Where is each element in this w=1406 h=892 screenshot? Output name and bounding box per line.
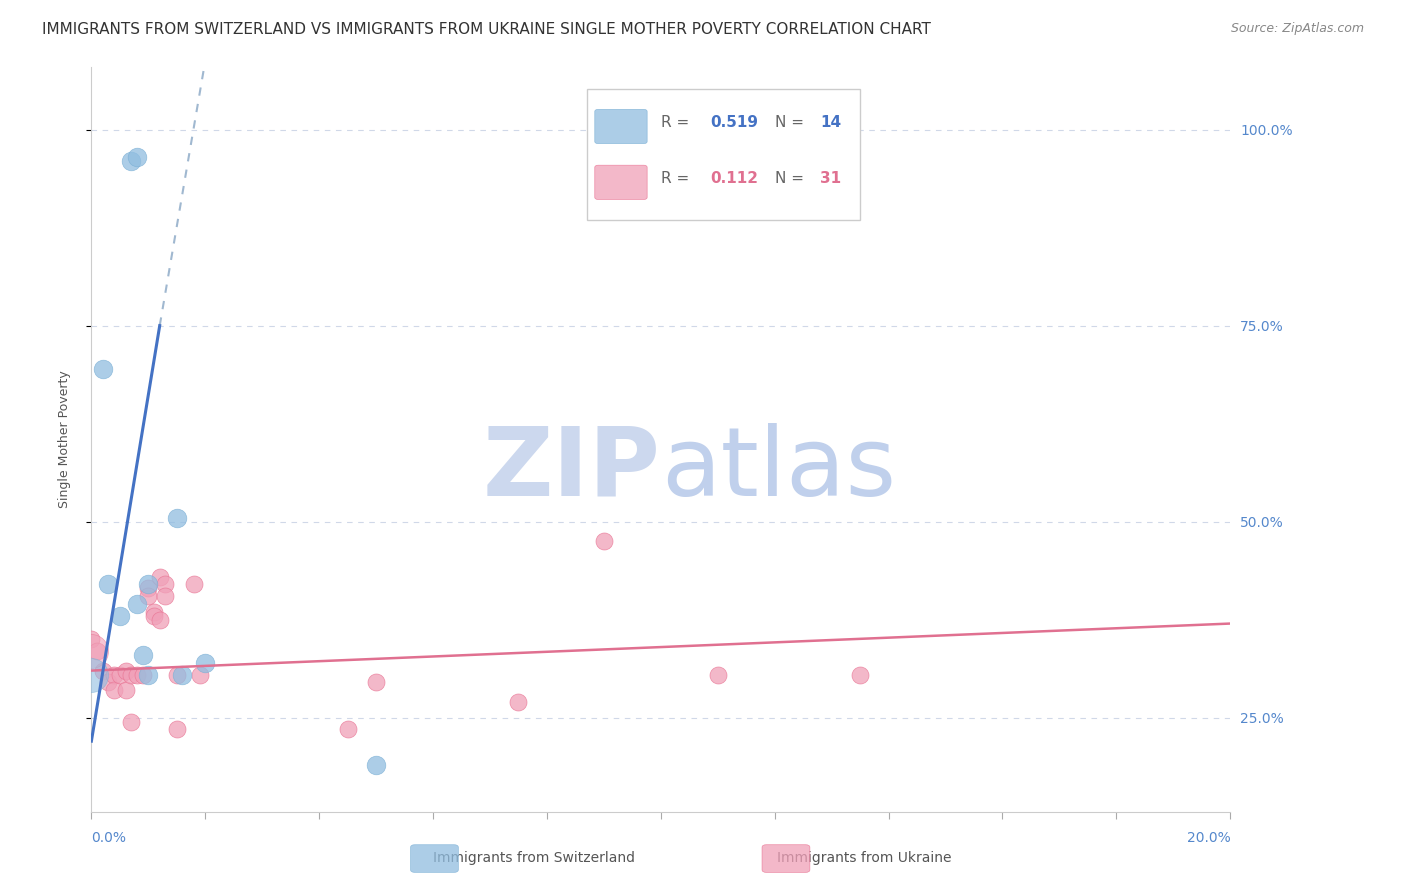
Point [97, 577, 120, 591]
Point [155, 589, 177, 603]
Text: 0.519: 0.519 [710, 115, 758, 130]
Point [194, 656, 217, 670]
Point [336, 723, 359, 737]
Text: ZIP: ZIP [482, 423, 661, 516]
Point [155, 577, 177, 591]
Point [91, 361, 114, 376]
Text: N =: N = [775, 115, 808, 130]
Point [166, 723, 188, 737]
Point [849, 667, 872, 681]
Point [108, 608, 131, 623]
Point [143, 608, 166, 623]
Y-axis label: Single Mother Poverty: Single Mother Poverty [58, 370, 70, 508]
Text: Immigrants from Ukraine: Immigrants from Ukraine [778, 851, 952, 865]
Point [138, 667, 160, 681]
Text: N =: N = [775, 171, 808, 186]
Point [149, 569, 172, 583]
Point [593, 534, 616, 549]
Text: 31: 31 [820, 171, 841, 186]
Point [138, 577, 160, 591]
Text: R =: R = [661, 171, 695, 186]
Point [80, 632, 103, 647]
Point [103, 667, 125, 681]
Point [108, 667, 131, 681]
Point [188, 667, 211, 681]
Text: 0.0%: 0.0% [91, 831, 127, 846]
Point [364, 757, 387, 772]
Point [114, 664, 136, 678]
Point [125, 667, 148, 681]
Point [120, 667, 142, 681]
Point [131, 648, 153, 662]
Point [120, 153, 142, 168]
Text: atlas: atlas [661, 423, 896, 516]
Point [114, 683, 136, 698]
Point [103, 683, 125, 698]
FancyBboxPatch shape [595, 165, 647, 200]
Point [166, 667, 188, 681]
Point [125, 150, 148, 164]
Point [364, 675, 387, 690]
Point [80, 644, 103, 658]
Point [143, 605, 166, 619]
Point [138, 582, 160, 596]
Point [80, 667, 103, 681]
Text: R =: R = [661, 115, 695, 130]
Text: Immigrants from Switzerland: Immigrants from Switzerland [433, 851, 636, 865]
Point [125, 597, 148, 611]
Text: 20.0%: 20.0% [1187, 831, 1230, 846]
Text: Source: ZipAtlas.com: Source: ZipAtlas.com [1230, 22, 1364, 36]
Point [149, 613, 172, 627]
Point [172, 667, 194, 681]
FancyBboxPatch shape [586, 89, 860, 219]
Text: 0.112: 0.112 [710, 171, 758, 186]
Point [183, 577, 205, 591]
Point [97, 675, 120, 690]
Point [138, 589, 160, 603]
Text: IMMIGRANTS FROM SWITZERLAND VS IMMIGRANTS FROM UKRAINE SINGLE MOTHER POVERTY COR: IMMIGRANTS FROM SWITZERLAND VS IMMIGRANT… [42, 22, 931, 37]
Point [91, 664, 114, 678]
Point [131, 667, 153, 681]
Point [120, 714, 142, 729]
Point [86, 644, 108, 658]
FancyBboxPatch shape [595, 110, 647, 144]
Point [166, 510, 188, 524]
Text: 14: 14 [820, 115, 841, 130]
Point [706, 667, 728, 681]
Point [508, 695, 530, 709]
